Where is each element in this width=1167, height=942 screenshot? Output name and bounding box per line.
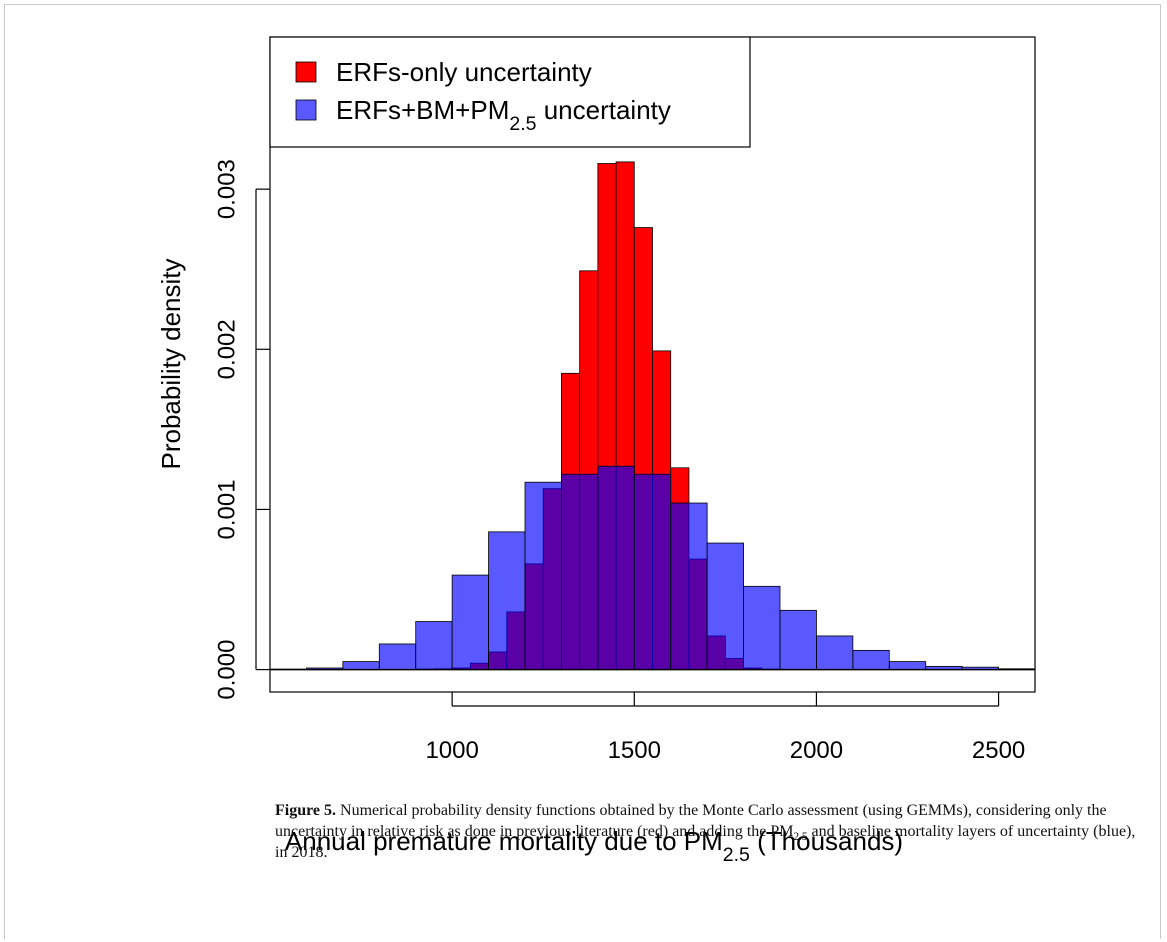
caption-label: Figure 5. — [275, 802, 337, 819]
figure-caption: Figure 5. Numerical probability density … — [275, 800, 1150, 863]
legend-label: ERFs-only uncertainty — [336, 57, 592, 87]
y-axis-label: Probability density — [156, 259, 186, 470]
x-tick-label: 2000 — [790, 737, 843, 764]
y-tick-label: 0.003 — [213, 159, 240, 219]
histogram-bar — [743, 585, 781, 670]
x-tick-label: 2500 — [972, 737, 1025, 764]
histogram-bar — [524, 481, 562, 670]
histogram-bar — [779, 609, 817, 670]
figure-frame — [4, 4, 1161, 939]
y-tick-label: 0.000 — [213, 640, 240, 700]
histogram-bar — [342, 661, 380, 670]
legend-swatch — [295, 99, 317, 121]
histogram-bar — [633, 473, 672, 670]
caption-text: Numerical probability density functions … — [275, 802, 1136, 861]
histogram-bar — [670, 502, 708, 670]
histogram-bar — [706, 542, 744, 670]
histogram-bar — [451, 574, 489, 670]
histogram-bar — [597, 465, 635, 670]
histogram-bar — [415, 621, 453, 670]
x-tick-label: 1000 — [425, 737, 478, 764]
histogram-bar — [888, 661, 927, 670]
x-tick-label: 1500 — [608, 737, 661, 764]
chart: Annual premature mortality due to PM2.5 … — [156, 36, 1036, 866]
histogram-bar — [488, 531, 526, 670]
histogram-bar — [852, 649, 890, 670]
y-tick-label: 0.001 — [213, 479, 240, 539]
histogram-bar — [816, 635, 854, 670]
histogram-bar — [378, 643, 417, 670]
histogram-bar — [561, 473, 599, 670]
y-tick-label: 0.002 — [213, 319, 240, 379]
legend-swatch — [295, 61, 317, 83]
legend-box — [269, 36, 751, 148]
